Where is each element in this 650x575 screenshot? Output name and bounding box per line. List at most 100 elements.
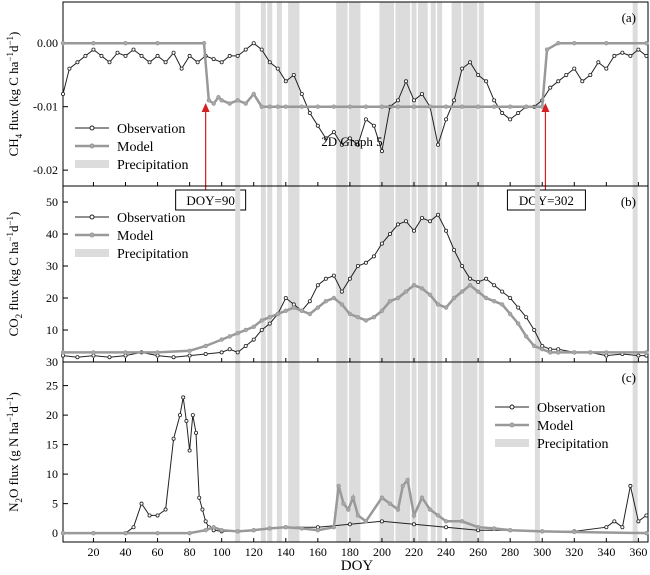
- model-point: [155, 530, 160, 536]
- observation-point: [251, 41, 256, 46]
- model-point: [251, 91, 256, 97]
- model-point: [60, 41, 66, 46]
- model-point: [307, 311, 313, 317]
- annotation-box: [506, 189, 586, 211]
- precipitation-bar: [235, 2, 241, 186]
- model-point: [259, 104, 264, 109]
- observation-point: [195, 60, 200, 65]
- model-point: [291, 305, 296, 310]
- model-point: [203, 527, 208, 533]
- model-point: [459, 289, 465, 294]
- observation-point: [363, 260, 368, 265]
- observation-point: [267, 60, 272, 65]
- model-point: [588, 350, 593, 355]
- observation-point: [612, 53, 617, 58]
- model-point: [523, 334, 529, 339]
- observation-point: [379, 241, 384, 246]
- observation-point: [227, 347, 232, 352]
- model-point: [123, 350, 128, 355]
- legend-precip-swatch: [75, 160, 109, 168]
- model-point: [331, 104, 337, 109]
- model-point: [363, 104, 369, 109]
- x-tick-label: 160: [309, 545, 327, 559]
- panel-frame: [62, 361, 649, 543]
- x-tick-label: 60: [152, 545, 164, 559]
- observation-point: [219, 60, 224, 65]
- model-point: [475, 525, 481, 530]
- precipitation-bar: [276, 186, 282, 362]
- model-point: [347, 104, 353, 109]
- observation-point: [403, 79, 408, 84]
- observation-point: [163, 507, 168, 512]
- observation-point: [339, 289, 344, 294]
- legend-precip-swatch: [75, 249, 109, 257]
- legend-label: Precipitation: [537, 437, 609, 452]
- x-tick-label: 240: [437, 545, 455, 559]
- observation-point: [283, 295, 288, 300]
- observation-point: [636, 519, 641, 524]
- panel-c: 0 5 10 15 20 25 N2O flux (g N ha−1d−1) (c) Obser…: [5, 361, 649, 543]
- y-tick-label: 20: [46, 291, 58, 305]
- observation-point: [163, 60, 168, 65]
- model-point: [507, 527, 513, 533]
- model-point: [507, 311, 513, 317]
- observation-point: [395, 222, 400, 227]
- observation-point: [363, 117, 368, 122]
- observation-point: [203, 519, 208, 524]
- precipitation-bar: [400, 362, 406, 542]
- model-point: [299, 104, 305, 109]
- observation-point: [194, 430, 199, 435]
- observation-point: [476, 279, 481, 284]
- observation-point: [452, 247, 457, 252]
- model-point: [283, 308, 288, 313]
- precipitation-bar: [405, 362, 411, 542]
- model-point: [243, 101, 248, 106]
- precipitation-bar: [294, 186, 300, 362]
- precipitation-bar: [336, 2, 342, 186]
- observation-point: [200, 507, 205, 512]
- observation-point: [177, 413, 182, 418]
- precipitation-bar: [348, 362, 354, 542]
- precipitation-bar: [472, 362, 478, 542]
- observation-point: [307, 299, 312, 304]
- model-point: [435, 302, 441, 307]
- x-tick-label: 220: [405, 545, 423, 559]
- model-point: [400, 483, 405, 489]
- observation-point: [187, 53, 192, 58]
- observation-point: [371, 123, 376, 128]
- observation-point: [612, 519, 617, 524]
- model-point: [427, 292, 433, 297]
- model-point: [267, 104, 272, 109]
- observation-point: [291, 72, 296, 77]
- observation-point: [187, 448, 192, 453]
- observation-point: [219, 350, 224, 355]
- observation-point: [379, 519, 384, 524]
- model-point: [411, 104, 417, 109]
- precipitation-bar: [267, 186, 273, 362]
- model-point: [556, 350, 561, 355]
- model-point: [491, 104, 497, 109]
- precipitation-bar: [389, 362, 395, 542]
- precipitation-bar: [339, 362, 345, 542]
- precipitation-bar: [260, 186, 266, 362]
- model-point: [216, 94, 221, 100]
- observation-point: [636, 353, 641, 358]
- precipitation-bar: [411, 2, 417, 186]
- precipitation-bar: [430, 186, 436, 362]
- observation-point: [267, 321, 272, 326]
- legend-label: Observation: [117, 122, 185, 137]
- legend-label: Model: [537, 419, 574, 434]
- precipitation-bar: [395, 362, 401, 542]
- x-tick-label: 340: [597, 545, 615, 559]
- model-point: [363, 318, 369, 323]
- observation-point: [420, 92, 425, 97]
- model-point: [331, 525, 337, 530]
- model-point: [395, 507, 401, 512]
- legend-marker: [89, 125, 95, 131]
- model-point: [515, 321, 521, 326]
- observation-point: [548, 85, 553, 90]
- legend-marker: [509, 404, 515, 410]
- model-point: [355, 513, 361, 518]
- annotation-label: DOY=302: [519, 193, 574, 208]
